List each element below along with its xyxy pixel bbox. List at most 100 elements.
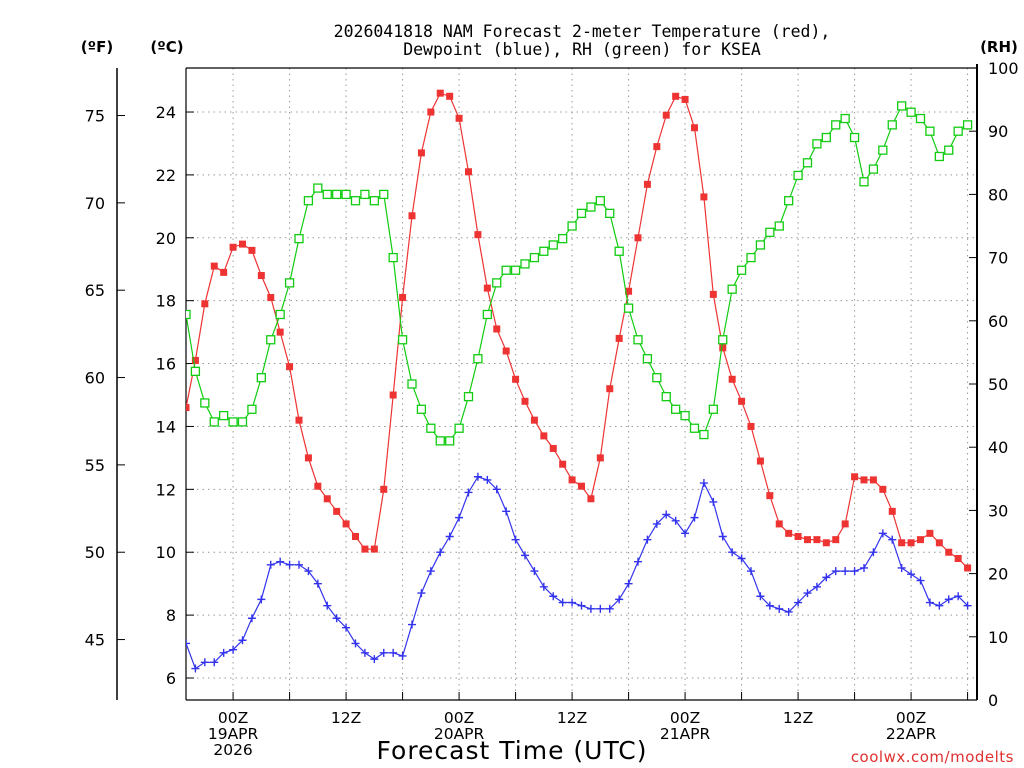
rh-point	[586, 202, 596, 212]
rh-point	[567, 221, 577, 231]
dewpoint-point	[417, 589, 426, 598]
x-tick-label: 21APR	[660, 725, 711, 743]
temperature-point	[832, 536, 840, 544]
dewpoint-point	[464, 488, 473, 497]
dewpoint-point	[257, 595, 266, 604]
temperature-point	[314, 482, 322, 490]
x-tick-label: 20APR	[434, 725, 485, 743]
rh-point	[256, 373, 266, 383]
rh-point	[802, 158, 813, 168]
dewpoint-point	[878, 529, 887, 538]
temperature-point	[728, 375, 736, 383]
fahrenheit-tick-label: 60	[85, 369, 105, 388]
temperature-point	[286, 363, 294, 371]
dewpoint-point	[408, 620, 416, 629]
celsius-tick-label: 10	[156, 543, 176, 562]
dewpoint-point	[304, 567, 313, 576]
temperature-point	[455, 114, 463, 122]
rh-point	[558, 233, 568, 244]
dewpoint-point	[313, 579, 322, 588]
rh-point	[849, 132, 860, 143]
rh-point	[510, 265, 521, 275]
temperature-point	[860, 476, 868, 484]
rh-point	[173, 310, 181, 318]
dewpoint-point	[916, 576, 925, 585]
dewpoint-point	[841, 567, 850, 576]
rh-point	[925, 126, 935, 136]
chart-series	[173, 89, 973, 673]
rh-point	[186, 309, 191, 320]
temperature-point	[813, 536, 821, 544]
fahrenheit-unit-label: (ºF)	[81, 38, 113, 56]
temperature-point	[691, 124, 698, 132]
rh-tick-label: 100	[988, 59, 1019, 78]
dewpoint-point	[756, 592, 765, 601]
dewpoint-point	[624, 579, 633, 588]
dewpoint-point	[200, 658, 209, 667]
dewpoint-point	[747, 567, 755, 576]
temperature-point	[540, 432, 548, 440]
dewpoint-point	[492, 485, 501, 494]
temperature-point	[747, 422, 755, 430]
dewpoint-point	[794, 598, 803, 607]
temperature-point	[634, 234, 642, 242]
temperature-point	[191, 356, 199, 364]
temperature-series	[186, 89, 972, 572]
dewpoint-point	[652, 519, 661, 528]
rh-point	[680, 410, 690, 421]
rh-tick-label: 10	[988, 628, 1008, 647]
rh-point	[915, 113, 926, 124]
watermark: coolwx.com/modelts	[851, 748, 1014, 766]
rh-point	[548, 240, 558, 250]
rh-point	[821, 132, 831, 143]
rh-point	[426, 423, 436, 433]
celsius-tick-label: 6	[166, 669, 176, 688]
dewpoint-point	[398, 651, 407, 660]
dewpoint-point	[671, 516, 680, 525]
celsius-tick-label: 12	[156, 480, 176, 499]
dewpoint-point	[765, 601, 774, 610]
rh-point	[859, 177, 869, 187]
temperature-point	[201, 300, 209, 308]
temperature-point	[276, 328, 284, 336]
temperature-point	[493, 325, 501, 333]
temperature-point	[323, 495, 331, 503]
rh-point	[379, 189, 389, 200]
temperature-point	[399, 294, 407, 302]
rh-point	[642, 354, 653, 364]
dewpoint-point	[549, 592, 558, 601]
dewpoint-point	[285, 560, 294, 569]
dewpoint-point	[473, 472, 482, 481]
rh-tick-label: 0	[988, 691, 998, 710]
dewpoint-point	[455, 513, 464, 522]
dewpoint-point	[332, 614, 341, 623]
rh-point	[350, 196, 361, 206]
temperature-point	[756, 457, 764, 465]
celsius-tick-label: 18	[156, 292, 176, 311]
rh-point	[595, 196, 605, 206]
rh-tick-label: 40	[988, 438, 1008, 457]
rh-point	[746, 252, 756, 263]
celsius-tick-label: 22	[156, 166, 176, 185]
dewpoint-point	[643, 535, 652, 544]
rh-point	[708, 404, 718, 414]
temperature-point	[822, 539, 830, 547]
rh-point	[435, 436, 445, 446]
temperature-point	[738, 397, 746, 405]
rh-point	[416, 404, 427, 414]
rh-point	[868, 164, 879, 174]
rh-point	[454, 423, 464, 433]
rh-point	[219, 410, 229, 421]
dewpoint-point	[963, 601, 972, 610]
temperature-point	[681, 95, 689, 103]
chart-title: 2026041818 NAM Forecast 2-meter Temperat…	[334, 22, 831, 59]
rh-point	[397, 335, 408, 345]
temperature-point	[709, 290, 717, 298]
rh-point	[303, 196, 314, 206]
temperature-point	[964, 564, 972, 572]
dewpoint-point	[436, 548, 445, 557]
temperature-point	[239, 240, 246, 248]
rh-point	[633, 335, 643, 345]
